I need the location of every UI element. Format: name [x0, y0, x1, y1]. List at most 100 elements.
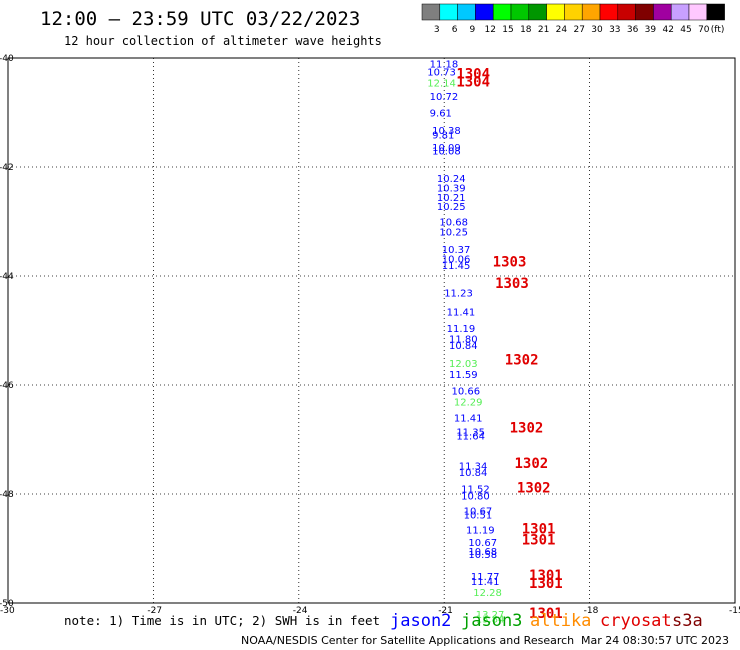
data-point-cryosat: 1302 — [505, 352, 539, 368]
data-point-jason2: 10.39 — [437, 184, 466, 195]
color-scale-label: 30 — [591, 25, 603, 35]
data-point-jason2: 11.19 — [466, 525, 495, 536]
data-point-jason2: 11.59 — [449, 370, 478, 381]
data-point-cryosat: 1301 — [522, 532, 556, 548]
y-tick-label: -48 — [0, 490, 14, 500]
color-swatch — [528, 3, 547, 21]
color-scale-label: 9 — [470, 25, 476, 35]
data-point-jason2: 11.35 — [456, 427, 485, 438]
data-point-jason2: 10.84 — [459, 468, 488, 479]
data-point-jason2: 11.41 — [471, 577, 500, 588]
color-swatch — [421, 3, 441, 21]
data-point-jason2: 10.67 — [464, 506, 493, 517]
color-scale-label: 3 — [434, 25, 440, 35]
color-scale-label: 42 — [662, 25, 673, 35]
data-point-jason2: 10.66 — [451, 386, 480, 397]
data-point-jason2: 11.19 — [447, 324, 476, 335]
data-point-jason2: 11.77 — [471, 572, 500, 583]
color-scale-label: 39 — [645, 25, 657, 35]
data-point-jason3: 12.29 — [454, 397, 483, 408]
data-point-jason2: 10.58 — [468, 550, 497, 561]
data-point-jason2: 11.34 — [459, 462, 488, 473]
data-point-jason2: 10.06 — [442, 255, 471, 266]
data-point-cryosat: 1302 — [510, 421, 544, 437]
y-tick-label: -44 — [0, 272, 14, 282]
color-swatch — [617, 3, 636, 21]
color-scale-label: 15 — [502, 25, 513, 35]
color-scale-label: 70 — [698, 25, 710, 35]
data-point-jason2: 10.08 — [432, 147, 461, 158]
x-tick-label: -24 — [293, 606, 308, 616]
data-point-jason2: 10.80 — [461, 492, 490, 503]
y-tick-label: -42 — [0, 163, 14, 173]
data-point-jason2: 10.21 — [437, 193, 466, 204]
data-point-jason2: 11.23 — [444, 288, 473, 299]
data-point-jason2: 10.38 — [432, 126, 461, 137]
legend-item-jason3: jason3 — [461, 611, 522, 631]
data-point-jason2: 11.52 — [461, 485, 490, 496]
color-swatch — [510, 3, 530, 21]
data-point-cryosat: 1301 — [529, 606, 563, 622]
color-scale-label: 18 — [520, 25, 532, 35]
data-point-jason2: 11.41 — [454, 414, 483, 425]
y-tick-label: -40 — [0, 54, 14, 64]
data-point-cryosat: 1303 — [493, 254, 527, 270]
data-point-cryosat: 1302 — [517, 481, 551, 497]
axis-tick-labels: -30 -27 -24 -21 -18 -15 -40 -42 -44 -46 -48 -50 — [0, 54, 740, 616]
chart-subtitle: 12 hour collection of altimeter wave hei… — [64, 34, 382, 48]
x-tick-label: -27 — [147, 606, 162, 616]
data-point-jason3: 13.27 — [476, 610, 505, 621]
x-tick-label: -21 — [438, 606, 453, 616]
data-point-jason2: 11.80 — [449, 335, 478, 346]
data-point-jason3: 12.14 — [427, 79, 456, 90]
color-swatch — [599, 3, 619, 21]
data-point-jason2: 11.18 — [430, 59, 459, 70]
data-point-cryosat: 1304 — [456, 66, 490, 82]
data-point-jason2: 10.84 — [449, 341, 478, 352]
data-point-jason2: 9.61 — [430, 109, 452, 120]
color-scale-label: 12 — [484, 25, 495, 35]
color-scale-label: 6 — [452, 25, 458, 35]
color-scale-unit: (ft) — [711, 25, 725, 35]
color-scale-label: 21 — [538, 25, 549, 35]
data-point-jason2: 9.81 — [432, 130, 454, 141]
chart-title: 12:00 – 23:59 UTC 03/22/2023 — [40, 8, 360, 30]
x-tick-label: -30 — [0, 606, 15, 616]
color-swatch — [439, 3, 458, 21]
legend-item-cryosat: cryosat — [600, 611, 672, 631]
y-tick-label: -50 — [0, 599, 14, 609]
data-point-jason2: 10.73 — [427, 68, 456, 79]
color-swatch — [635, 3, 654, 21]
data-point-jason3: 12.03 — [449, 359, 478, 370]
timestamp-text: Mar 24 08:30:57 UTC 2023 — [581, 634, 729, 647]
data-point-cryosat: 1301 — [522, 521, 556, 537]
data-point-jason3: 12.28 — [473, 588, 502, 599]
data-point-jason3: 13.84 — [476, 614, 505, 625]
y-tick-label: -46 — [0, 381, 14, 391]
color-swatch — [475, 3, 494, 21]
footnote: note: 1) Time is in UTC; 2) SWH is in fe… — [64, 613, 380, 628]
color-scale-label: 27 — [573, 25, 584, 35]
data-point-jason2: 10.68 — [439, 218, 468, 229]
x-tick-label: -15 — [729, 606, 740, 616]
color-swatch — [492, 3, 512, 21]
color-swatch — [653, 3, 672, 21]
data-point-cryosat: 1301 — [529, 576, 563, 592]
color-swatch — [670, 3, 690, 21]
color-swatch — [688, 3, 708, 21]
data-point-cryosat: 1301 — [529, 568, 563, 584]
legend-item-s3a: s3a — [672, 611, 703, 631]
color-swatch — [457, 3, 476, 21]
data-point-jason2: 10.68 — [468, 547, 497, 558]
data-point-jason2: 10.25 — [439, 227, 468, 238]
legend-item-altika: altika — [530, 611, 591, 631]
color-swatch — [546, 3, 565, 21]
data-point-jason2: 11.41 — [447, 307, 476, 318]
color-scale-label: 33 — [609, 25, 620, 35]
color-scale-label: 45 — [680, 25, 691, 35]
satellite-legend: jason2 jason3 altika cryosat s3a — [390, 611, 703, 631]
grid-lines — [8, 58, 735, 603]
data-point-jason2: 10.37 — [442, 245, 471, 256]
